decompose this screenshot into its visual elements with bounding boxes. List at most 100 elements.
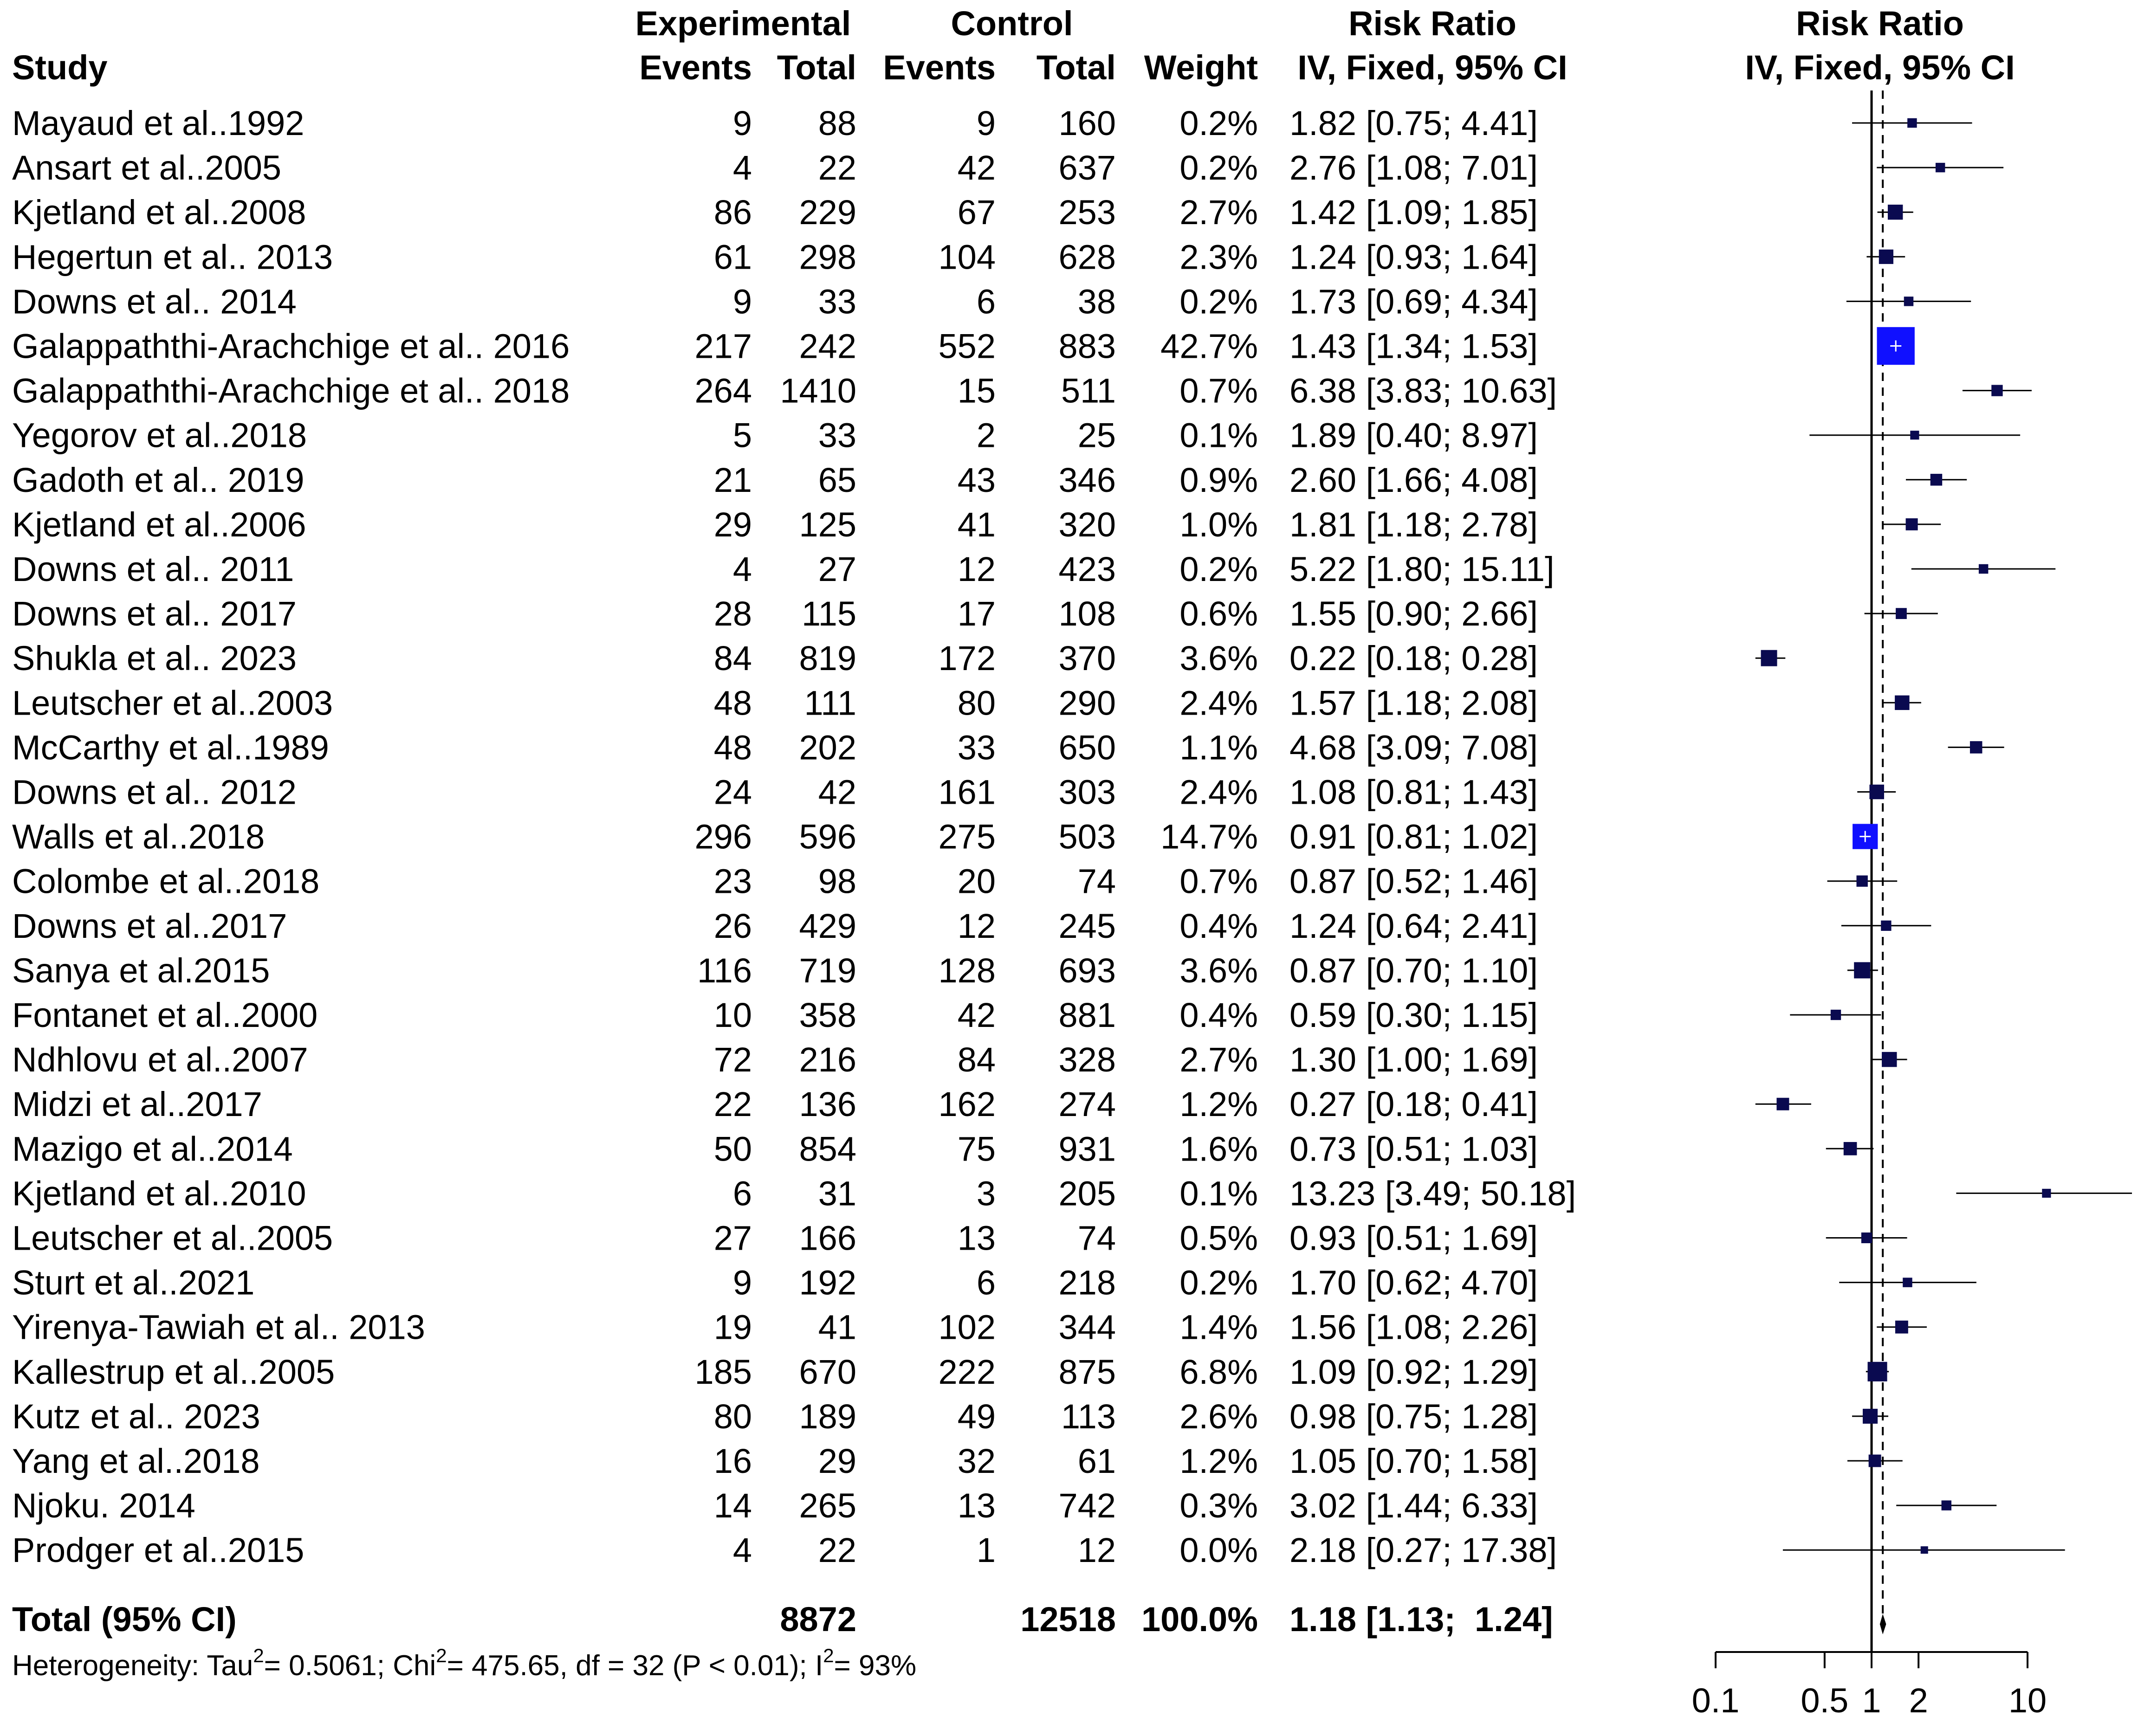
ctrl-events: 84: [958, 1040, 996, 1079]
ctrl-total: 160: [1059, 104, 1116, 142]
table-row: Mayaud et al..1992 9 88 9 160 0.2% 1.82 [0.75;…: [12, 104, 1538, 142]
study-name: Mayaud et al..1992: [12, 104, 304, 142]
weight-cell: 2.4%: [1179, 684, 1258, 722]
point-estimate-marker: [1907, 118, 1917, 128]
point-estimate-marker: [1978, 564, 1989, 574]
weight-cell: 42.7%: [1160, 327, 1258, 366]
point-estimate-marker: [1941, 1500, 1952, 1510]
ctrl-events: 80: [958, 684, 996, 722]
point-estimate-marker: [1903, 1278, 1912, 1287]
ctrl-events: 75: [958, 1129, 996, 1168]
point-estimate-marker: [1868, 1454, 1881, 1467]
study-name: Fontanet et al..2000: [12, 996, 317, 1034]
point-estimate-marker: [1935, 162, 1945, 173]
study-name: Ansart et al..2005: [12, 148, 281, 187]
ci-cell: 2.76 [1.08; 7.01]: [1289, 148, 1538, 187]
exp-total: 29: [818, 1442, 856, 1480]
weight-cell: 0.1%: [1179, 416, 1258, 455]
study-name: Ndhlovu et al..2007: [12, 1040, 308, 1079]
point-estimate-marker: [1869, 784, 1884, 800]
exp-events: 19: [714, 1308, 752, 1347]
ci-cell: 1.09 [0.92; 1.29]: [1289, 1353, 1538, 1391]
ci-cell: 1.30 [1.00; 1.69]: [1289, 1040, 1538, 1079]
ctrl-total: 931: [1059, 1129, 1116, 1168]
ctrl-events: 12: [958, 907, 996, 945]
header-ctrl-events: Events: [883, 48, 996, 87]
ctrl-total: 74: [1078, 862, 1116, 901]
ctrl-events: 162: [939, 1085, 996, 1123]
ctrl-total: 328: [1059, 1040, 1116, 1079]
table-row: Ndhlovu et al..2007 72 216 84 328 2.7% 1.30 [1…: [12, 1040, 1538, 1079]
ci-cell: 1.82 [0.75; 4.41]: [1289, 104, 1538, 142]
exp-events: 48: [714, 728, 752, 767]
exp-total: 1410: [780, 372, 856, 410]
ci-cell: 1.24 [0.64; 2.41]: [1289, 907, 1538, 945]
ci-cell: 0.73 [0.51; 1.03]: [1289, 1129, 1538, 1168]
header-experimental: Experimental: [635, 4, 851, 43]
ctrl-events: 17: [958, 594, 996, 633]
ci-cell: 0.91 [0.81; 1.02]: [1289, 818, 1538, 856]
study-name: Sanya et al.2015: [12, 951, 270, 990]
exp-total: 98: [818, 862, 856, 901]
exp-total: 854: [799, 1129, 856, 1168]
exp-total: 136: [799, 1085, 856, 1123]
weight-cell: 1.0%: [1179, 505, 1258, 544]
weight-cell: 0.2%: [1179, 282, 1258, 321]
weight-cell: 0.3%: [1179, 1486, 1258, 1525]
ctrl-events: 33: [958, 728, 996, 767]
header-control: Control: [951, 4, 1073, 43]
exp-events: 9: [733, 1264, 752, 1302]
exp-total: 42: [818, 773, 856, 812]
ci-cell: 1.55 [0.90; 2.66]: [1289, 594, 1538, 633]
exp-events: 23: [714, 862, 752, 901]
study-name: Njoku. 2014: [12, 1486, 195, 1525]
ci-cell: 0.87 [0.70; 1.10]: [1289, 951, 1538, 990]
study-name: Leutscher et al..2003: [12, 684, 333, 722]
exp-total: 719: [799, 951, 856, 990]
ctrl-events: 41: [958, 505, 996, 544]
ci-cell: 1.05 [0.70; 1.58]: [1289, 1442, 1538, 1480]
exp-total: 22: [818, 148, 856, 187]
ctrl-total: 346: [1059, 461, 1116, 499]
ci-cell: 0.59 [0.30; 1.15]: [1289, 996, 1538, 1034]
exp-total: 111: [804, 684, 856, 722]
weight-cell: 0.9%: [1179, 461, 1258, 499]
study-name: Downs et al.. 2014: [12, 282, 297, 321]
exp-total: 33: [818, 282, 856, 321]
total-weight: 100.0%: [1141, 1600, 1258, 1639]
ci-cell: 1.73 [0.69; 4.34]: [1289, 282, 1538, 321]
exp-total: 125: [799, 505, 856, 544]
exp-events: 84: [714, 639, 752, 678]
ctrl-events: 43: [958, 461, 996, 499]
header-study: Study: [12, 48, 108, 87]
point-estimate-marker: [1930, 474, 1943, 486]
ctrl-total: 113: [1061, 1397, 1116, 1436]
point-estimate-marker: [1843, 1142, 1857, 1155]
ctrl-total: 108: [1059, 594, 1116, 633]
ctrl-total: 742: [1059, 1486, 1116, 1525]
point-estimate-marker: [1854, 962, 1871, 979]
study-name: Galappaththi-Arachchige et al.. 2016: [12, 327, 570, 366]
ctrl-events: 32: [958, 1442, 996, 1480]
point-estimate-marker: [1904, 297, 1914, 306]
table-row: Mazigo et al..2014 50 854 75 931 1.6% 0.73 [0.…: [12, 1129, 1538, 1168]
ctrl-total: 875: [1059, 1353, 1116, 1391]
table-row: Yirenya-Tawiah et al.. 2013 19 41 102 344 1.4…: [12, 1308, 1538, 1347]
ctrl-events: 552: [939, 327, 996, 366]
weight-cell: 0.0%: [1179, 1531, 1258, 1569]
study-name: Yirenya-Tawiah et al.. 2013: [12, 1308, 425, 1347]
ci-cell: 1.43 [1.34; 1.53]: [1289, 327, 1538, 366]
x-tick-label: 0.5: [1801, 1681, 1848, 1720]
ctrl-events: 172: [939, 639, 996, 678]
exp-events: 4: [733, 550, 752, 588]
point-estimate-marker: [1776, 1097, 1789, 1110]
het-prefix: Heterogeneity: Tau: [12, 1650, 253, 1682]
exp-total: 202: [799, 728, 856, 767]
exp-total: 189: [799, 1397, 856, 1436]
het-chi: = 475.65, df = 32 (P < 0.01); I: [447, 1650, 823, 1682]
point-estimate-marker: [1896, 608, 1907, 619]
study-name: Kjetland et al..2008: [12, 193, 306, 232]
point-estimate-marker: [1862, 1408, 1878, 1424]
x-tick-label: 2: [1909, 1681, 1928, 1720]
study-name: Downs et al.. 2012: [12, 773, 297, 812]
